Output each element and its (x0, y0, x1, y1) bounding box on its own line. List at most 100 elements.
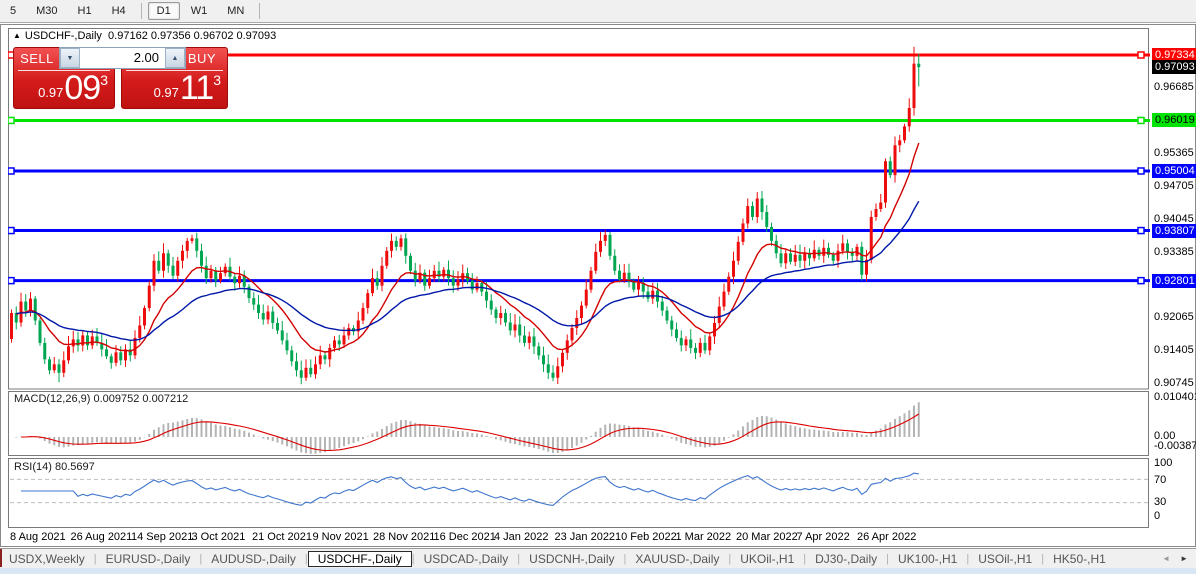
chart-tab-usdx[interactable]: USDX,Weekly (9, 551, 85, 566)
buy-price-pip: 3 (213, 72, 221, 88)
buy-underline (126, 70, 223, 71)
candle-body (190, 238, 194, 241)
chart-tab-audusd-[interactable]: AUDUSD-,Daily (211, 551, 296, 566)
hline-left-anchor[interactable] (8, 116, 15, 125)
timeframe-button-mn[interactable]: MN (227, 5, 245, 17)
candle-body (105, 349, 108, 357)
timeframe-button-w1[interactable]: W1 (190, 5, 208, 17)
macd-pane (8, 391, 1149, 456)
candle-body (637, 282, 640, 290)
hline-left-anchor[interactable] (8, 276, 15, 285)
timeframe-button-5[interactable]: 5 (10, 5, 17, 17)
candle-body (741, 223, 745, 242)
chart-tab-usdcnh-[interactable]: USDCNH-,Daily (529, 551, 615, 566)
sell-label: SELL (20, 51, 54, 66)
candle-body (266, 311, 270, 320)
volume-input[interactable]: 2.00 (80, 48, 165, 68)
candle-body (570, 327, 574, 341)
timeframe-button-h1[interactable]: H1 (77, 5, 92, 17)
timeframe-button-m30[interactable]: M30 (36, 5, 58, 17)
date-axis-label: 23 Jan 2022 (554, 531, 616, 543)
price-line-badge-0.95004: 0.95004 (1152, 163, 1196, 178)
chart-tab-ukoil-[interactable]: UKOil-,H1 (740, 551, 795, 566)
rsi-label: RSI(14) 80.5697 (14, 461, 95, 473)
chart-tab-dj30-[interactable]: DJ30-,Daily (815, 551, 878, 566)
date-axis-label: 14 Sep 2021 (131, 531, 194, 543)
candle-body (684, 339, 688, 346)
hline-right-anchor[interactable] (1137, 116, 1145, 125)
price-line-badge-0.93807: 0.93807 (1152, 223, 1196, 238)
candle-body (504, 313, 507, 323)
candle-body (366, 293, 370, 309)
sell-price: 0.97093 (14, 69, 108, 107)
candle-body (143, 308, 146, 326)
chart-tab-usdcad-[interactable]: USDCAD-,Daily (423, 551, 509, 566)
buy-price-prefix: 0.97 (153, 85, 179, 100)
one-click-trading-widget: SELL 0.97093 BUY 0.97113 ▼ 2.00 ▲ (13, 47, 228, 109)
tab-separator: | (1041, 552, 1045, 565)
candle-body (371, 278, 374, 294)
candle-body (475, 283, 479, 290)
tab-scroll-right-icon[interactable]: ► (1180, 554, 1188, 563)
hline-right-anchor[interactable] (1137, 51, 1145, 59)
tab-separator: | (517, 552, 521, 565)
candle-body (14, 313, 18, 323)
buy-label: BUY (187, 51, 217, 66)
hline-left-anchor[interactable] (8, 226, 15, 235)
candle-body (603, 234, 607, 241)
candle-body (808, 252, 811, 259)
candle-body (76, 339, 80, 346)
candle-body (912, 63, 916, 108)
candle-body (133, 337, 137, 356)
date-axis-label: 28 Nov 2021 (373, 531, 436, 543)
candle-body (537, 346, 541, 356)
candle-body (917, 63, 921, 68)
instrument-tabbar: USDX,Weekly | EURUSD-,Daily | AUDUSD-,Daily |… (0, 548, 1196, 568)
price-axis-tick: 0.95365 (1154, 147, 1194, 159)
hline-right-anchor[interactable] (1137, 167, 1145, 175)
candle-body (171, 265, 175, 276)
candle-body (399, 238, 403, 247)
chart-tab-xauusd-[interactable]: XAUUSD-,Daily (635, 551, 720, 566)
candle-body (204, 265, 208, 279)
candle-body (584, 289, 588, 306)
candle-body (784, 253, 788, 264)
chart-tab-eurusd-[interactable]: EURUSD-,Daily (105, 551, 191, 566)
chart-tab-usdchf-[interactable]: USDCHF-,Daily (307, 550, 412, 567)
collapse-triangle-icon[interactable]: ▲ (13, 31, 21, 40)
candle-body (100, 342, 104, 350)
candle-body (356, 320, 360, 332)
date-axis-label: 9 Nov 2021 (312, 531, 369, 543)
candle-body (309, 367, 313, 375)
macd-scale-zero: 0.00 (1154, 430, 1176, 442)
candle-body (703, 342, 707, 351)
candle-body (565, 340, 569, 353)
candle-body (181, 250, 184, 261)
candle-body (874, 209, 878, 217)
rsi-scale-70: 70 (1154, 474, 1167, 486)
timeframe-button-h4[interactable]: H4 (111, 5, 126, 17)
rsi-scale-30: 30 (1154, 496, 1167, 508)
chart-tab-usoil-[interactable]: USOil-,H1 (978, 551, 1033, 566)
candle-body (361, 308, 365, 321)
candle-body (508, 322, 512, 331)
candle-body (238, 275, 241, 284)
candle-body (694, 347, 697, 353)
hline-left-anchor[interactable] (8, 167, 15, 175)
candle-body (542, 355, 545, 365)
macd-label: MACD(12,26,9) 0.009752 0.007212 (14, 393, 189, 405)
candle-body (24, 301, 28, 311)
chart-tab-hk50-[interactable]: HK50-,H1 (1053, 551, 1106, 566)
tab-separator: | (966, 552, 970, 565)
volume-increase-button[interactable]: ▲ (165, 48, 185, 68)
hline-right-anchor[interactable] (1137, 276, 1145, 285)
tab-scroll-left-icon[interactable]: ◄ (1162, 554, 1171, 563)
rsi-line (21, 472, 919, 506)
chart-tab-uk100-[interactable]: UK100-,H1 (897, 551, 958, 566)
candle-body (247, 286, 251, 299)
volume-decrease-button[interactable]: ▼ (60, 48, 80, 68)
hline-right-anchor[interactable] (1137, 226, 1145, 235)
candle-body (580, 305, 583, 319)
timeframe-button-d1[interactable]: D1 (147, 2, 180, 20)
